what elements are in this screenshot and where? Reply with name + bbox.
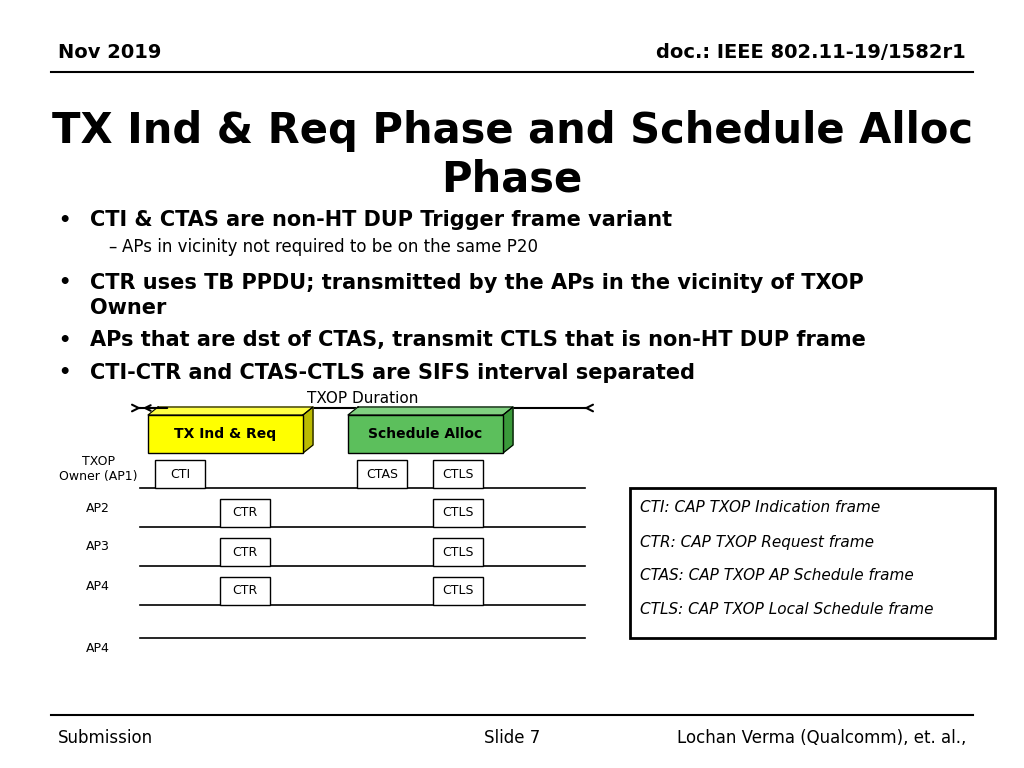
Text: TXOP
Owner (AP1): TXOP Owner (AP1)	[58, 455, 137, 483]
Text: CTLS: CTLS	[442, 507, 474, 519]
Text: •: •	[58, 363, 71, 382]
Text: CTR: CTR	[232, 584, 258, 598]
Polygon shape	[503, 407, 513, 453]
Text: TXOP Duration: TXOP Duration	[307, 391, 418, 406]
Text: CTLS: CTLS	[442, 468, 474, 481]
Text: CTLS: CTLS	[442, 584, 474, 598]
Text: APs that are dst of CTAS, transmit CTLS that is non-HT DUP frame: APs that are dst of CTAS, transmit CTLS …	[90, 330, 866, 350]
Text: CTI & CTAS are non-HT DUP Trigger frame variant: CTI & CTAS are non-HT DUP Trigger frame …	[90, 210, 672, 230]
Bar	[220, 538, 270, 566]
Text: Lochan Verma (Qualcomm), et. al.,: Lochan Verma (Qualcomm), et. al.,	[677, 729, 966, 747]
Text: CTI: CTI	[170, 468, 190, 481]
Text: Submission: Submission	[58, 729, 154, 747]
Text: Owner: Owner	[90, 298, 166, 318]
Text: CTR: CTR	[232, 507, 258, 519]
Text: AP4: AP4	[86, 641, 110, 654]
Text: CTR uses TB PPDU; transmitted by the APs in the vicinity of TXOP: CTR uses TB PPDU; transmitted by the APs…	[90, 273, 864, 293]
Bar	[148, 415, 303, 453]
Text: CTR: CTR	[232, 545, 258, 558]
Bar	[433, 538, 483, 566]
Text: •: •	[58, 330, 71, 349]
Text: CTI: CAP TXOP Indication frame: CTI: CAP TXOP Indication frame	[640, 501, 881, 515]
Polygon shape	[148, 407, 313, 415]
Bar	[220, 499, 270, 527]
Text: doc.: IEEE 802.11-19/1582r1: doc.: IEEE 802.11-19/1582r1	[656, 42, 966, 61]
Text: CTI-CTR and CTAS-CTLS are SIFS interval separated: CTI-CTR and CTAS-CTLS are SIFS interval …	[90, 363, 695, 383]
Text: CTR: CAP TXOP Request frame: CTR: CAP TXOP Request frame	[640, 535, 874, 549]
Bar	[630, 488, 995, 638]
Bar	[433, 499, 483, 527]
Text: AP4: AP4	[86, 580, 110, 592]
Text: CTLS: CAP TXOP Local Schedule frame: CTLS: CAP TXOP Local Schedule frame	[640, 603, 934, 617]
Bar	[357, 460, 407, 488]
Text: Slide 7: Slide 7	[484, 729, 540, 747]
Bar	[348, 415, 503, 453]
Text: CTLS: CTLS	[442, 545, 474, 558]
Text: TX Ind & Req Phase and Schedule Alloc
Phase: TX Ind & Req Phase and Schedule Alloc Ph…	[51, 110, 973, 200]
Bar	[220, 577, 270, 605]
Text: APs in vicinity not required to be on the same P20: APs in vicinity not required to be on th…	[122, 238, 538, 256]
Text: CTAS: CTAS	[366, 468, 398, 481]
Text: Schedule Alloc: Schedule Alloc	[369, 427, 482, 441]
Text: Nov 2019: Nov 2019	[58, 42, 162, 61]
Text: •: •	[58, 273, 71, 293]
Text: •: •	[58, 210, 71, 230]
Text: AP3: AP3	[86, 541, 110, 554]
Text: CTAS: CAP TXOP AP Schedule frame: CTAS: CAP TXOP AP Schedule frame	[640, 568, 913, 584]
Polygon shape	[303, 407, 313, 453]
Bar	[433, 577, 483, 605]
Bar	[155, 460, 205, 488]
Text: TX Ind & Req: TX Ind & Req	[174, 427, 276, 441]
Text: AP2: AP2	[86, 502, 110, 515]
Text: –: –	[108, 238, 117, 256]
Bar	[433, 460, 483, 488]
Polygon shape	[348, 407, 513, 415]
